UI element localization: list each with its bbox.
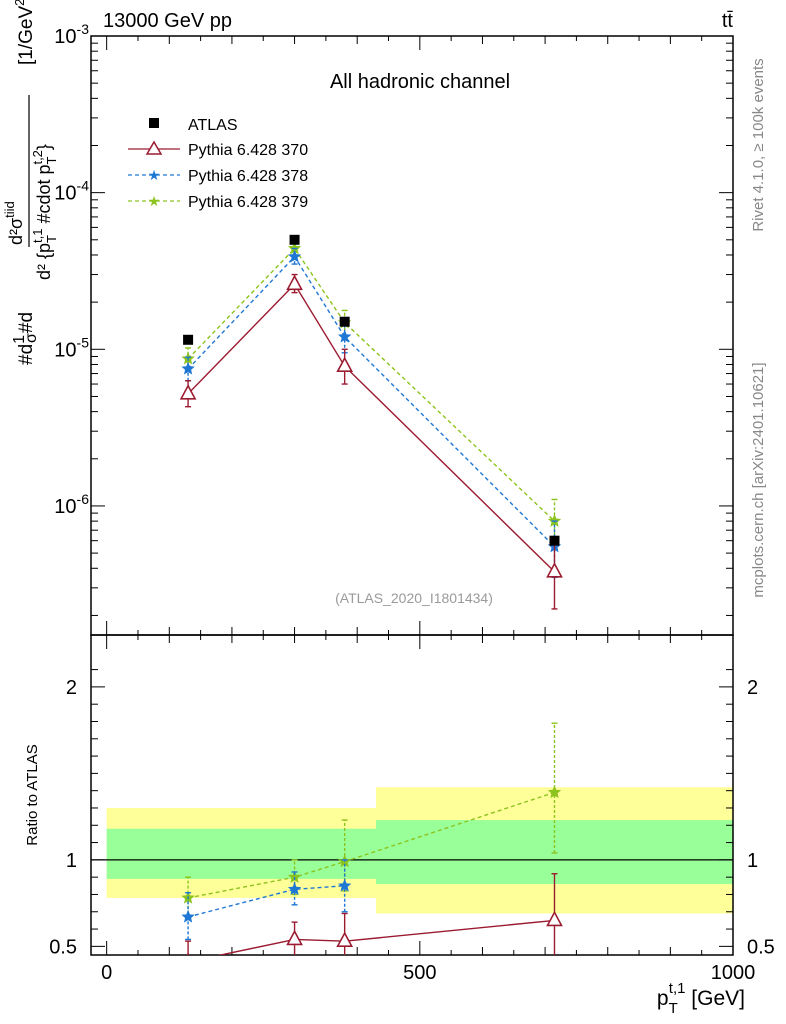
y-tick-label: 10-6: [54, 491, 89, 518]
main-series-1-point: [546, 562, 563, 578]
ratio-y-tick-label: 0.5: [49, 936, 77, 958]
legend: ATLAS Pythia 6.428 370 ★ Pythia 6.428 37…: [128, 117, 308, 211]
main-series-2-line: [187, 255, 555, 548]
ratio-series-0-point: [336, 931, 354, 947]
ratio-series-1-line: [187, 885, 345, 918]
legend-entry-pythia-378: ★ Pythia 6.428 378: [128, 167, 308, 185]
rivet-note: Rivet 4.1.0, ≥ 100k events: [750, 58, 767, 231]
main-series-2-point: [287, 249, 302, 263]
ratio-series-0-point: [546, 910, 563, 927]
x-tick-label: 1000: [711, 962, 756, 984]
main-y-axis-label: #d1σ#d d²σtiid d² {pTt,1 #cdot pTt,2} [1…: [2, 0, 59, 365]
ratio-y-tick-label-right: 1: [747, 850, 758, 872]
ratio-series-0-point: [186, 952, 190, 955]
legend-entry-pythia-370: Pythia 6.428 370: [128, 140, 308, 159]
analysis-label: (ATLAS_2020_I1801434): [335, 590, 493, 606]
y-tick-label: 10-4: [54, 178, 89, 205]
svg-text:★: ★: [148, 167, 161, 183]
svg-text:Pythia 6.428 378: Pythia 6.428 378: [188, 168, 308, 185]
ratio-y-tick-label: 2: [66, 677, 77, 699]
main-series-1-point: [336, 356, 354, 372]
ratio-y-axis-label: Ratio to ATLAS: [24, 744, 41, 845]
main-series-atlas-point: [183, 334, 194, 345]
main-series-1-point: [179, 384, 197, 400]
main-panel: 10-3 10-4 10-5 10-6: [54, 21, 734, 636]
ratio-y-tick-label-right: 2: [747, 677, 758, 699]
ratio-series-2-point: [547, 785, 562, 799]
svg-text:d² {pTt,1 #cdot pTt,2}: d² {pTt,1 #cdot pTt,2}: [30, 144, 59, 280]
main-series-atlas-point: [549, 535, 560, 546]
ratio-series-0-point: [286, 929, 303, 946]
ratio-series-2-point: [287, 870, 302, 883]
uncertainty-band-inner-0: [106, 828, 376, 879]
main-series-atlas-point: [339, 316, 350, 327]
ratio-series-1-point: [181, 909, 195, 923]
ratio-y-tick-label: 1: [66, 850, 77, 872]
ratio-series-2-line: [187, 791, 555, 899]
svg-text:Pythia 6.428 379: Pythia 6.428 379: [188, 194, 308, 211]
ratio-y-tick-label-right: 0.5: [747, 936, 775, 958]
site-note: mcplots.cern.ch [arXiv:2401.10621]: [750, 362, 767, 597]
energy-label: 13000 GeV pp: [103, 10, 232, 32]
ratio-frame: [90, 634, 734, 956]
x-tick-label: 0: [101, 962, 112, 984]
x-axis-label: pTt,1 [GeV]: [657, 980, 745, 1017]
ratio-series-0-line: [217, 919, 555, 955]
legend-entry-pythia-379: ★ Pythia 6.428 379: [128, 193, 308, 211]
y-tick-label: 10-5: [54, 334, 89, 361]
process-label: tt̄: [722, 10, 734, 32]
channel-label: All hadronic channel: [330, 71, 510, 93]
svg-text:ATLAS: ATLAS: [188, 117, 238, 134]
y-tick-label: 10-3: [54, 21, 89, 48]
main-series-2-point: [338, 329, 352, 343]
svg-text:★: ★: [148, 193, 161, 209]
svg-text:#d1σ#d: #d1σ#d: [11, 312, 40, 365]
main-series-atlas-point: [289, 234, 300, 245]
svg-text:Pythia 6.428 370: Pythia 6.428 370: [188, 142, 308, 159]
ratio-series-1-point: [287, 882, 302, 895]
svg-text:d²σtiid: d²σtiid: [2, 201, 26, 245]
ratio-panel: 0 500 1000 2 2 1 1 0.5 0.5: [49, 634, 775, 984]
x-tick-label: 500: [403, 962, 436, 984]
main-series-1-point: [286, 274, 303, 291]
main-series-2-point: [181, 361, 195, 375]
svg-text:[1/GeV2]: [1/GeV2]: [12, 0, 37, 65]
main-series-3-line: [187, 247, 555, 522]
legend-entry-atlas: ATLAS: [149, 117, 238, 134]
main-series-1-line: [187, 283, 555, 573]
ratio-series-group: [181, 722, 563, 955]
ratio-series-1-point: [338, 878, 352, 892]
